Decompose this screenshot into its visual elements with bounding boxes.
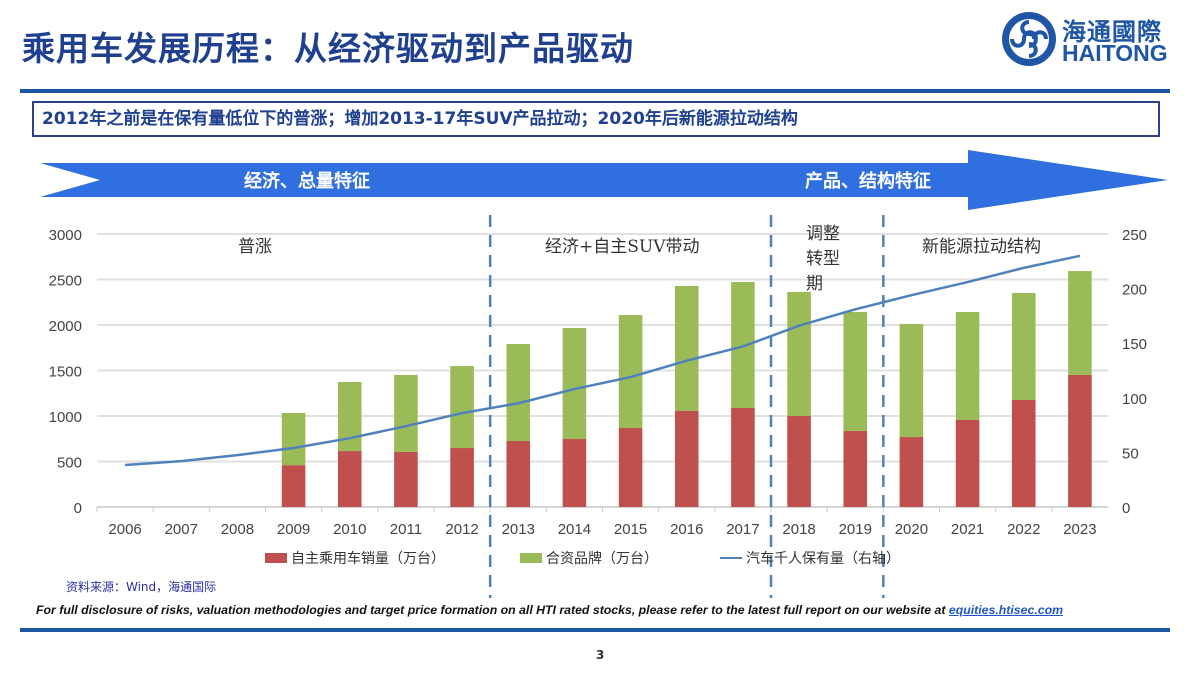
- x-tick-label: 2022: [1007, 521, 1040, 538]
- banner-left-label: 经济、总量特征: [244, 171, 370, 192]
- annotation-phase-3-line: 期: [806, 274, 823, 294]
- y-right-tick-label: 250: [1122, 227, 1147, 244]
- x-tick-label: 2011: [390, 521, 422, 538]
- legend-label: 汽车千人保有量（右轴）: [746, 551, 900, 567]
- bar-domestic: [337, 451, 362, 507]
- summary-box: 2012年之前是在保有量低位下的普涨；增加2013-17年SUV产品拉动；202…: [32, 101, 1160, 137]
- bar-domestic: [843, 431, 868, 507]
- bar-joint-venture: [562, 328, 587, 440]
- haitong-emblem-icon: [1002, 12, 1056, 66]
- bar-joint-venture: [618, 314, 643, 429]
- line-ownership-per-1000: [124, 254, 1081, 467]
- bar-joint-venture: [281, 412, 306, 466]
- bar-domestic: [787, 416, 811, 507]
- page-title: 乘用车发展历程：从经济驱动到产品驱动: [22, 29, 634, 68]
- bar-joint-venture: [1011, 292, 1036, 400]
- bar-domestic: [899, 437, 924, 507]
- x-tick-label: 2020: [895, 521, 928, 538]
- disclaimer: For full disclosure of risks, valuation …: [36, 603, 1063, 617]
- bar-joint-venture: [394, 374, 418, 452]
- bar-joint-venture: [787, 291, 811, 416]
- y-left-tick-label: 500: [57, 455, 82, 472]
- x-tick-label: 2018: [782, 521, 815, 538]
- x-tick-label: 2014: [558, 521, 591, 538]
- y-left-tick-label: 1500: [49, 364, 82, 381]
- page-number: 3: [596, 648, 605, 662]
- x-tick-label: 2008: [221, 521, 254, 538]
- bar-joint-venture: [899, 323, 924, 438]
- legend-swatch: [720, 557, 742, 559]
- bar-domestic: [1068, 374, 1092, 507]
- y-left-tick-label: 1000: [49, 409, 82, 426]
- bar-joint-venture: [674, 285, 699, 411]
- bar-domestic: [562, 439, 587, 507]
- x-tick-label: 2019: [839, 521, 872, 538]
- legend-item-ownership: 汽车千人保有量（右轴）: [720, 548, 900, 568]
- website-link[interactable]: equities.htisec.com: [948, 603, 1064, 617]
- logo-text-en: HAITONG: [1062, 40, 1168, 66]
- x-tick-label: 2012: [445, 521, 478, 538]
- y-left-tick-label: 0: [74, 500, 82, 517]
- y-left-tick-label: 2500: [49, 273, 82, 290]
- source-note: 资料来源：Wind，海通国际: [66, 580, 217, 594]
- bar-joint-venture: [506, 344, 531, 442]
- legend-item-jv: 合资品牌（万台）: [520, 548, 658, 568]
- logo-text-cn: 海通國際: [1062, 18, 1162, 46]
- bar-joint-venture: [337, 381, 362, 452]
- legend-label: 合资品牌（万台）: [546, 551, 658, 567]
- x-tick-label: 2009: [277, 521, 310, 538]
- bar-domestic: [450, 448, 474, 507]
- x-tick-label: 2017: [726, 521, 759, 538]
- annotation-phase-3-line: 转型: [806, 249, 840, 269]
- x-tick-label: 2013: [502, 521, 535, 538]
- legend-swatch: [265, 553, 287, 563]
- banner-right-label: 产品、结构特征: [805, 171, 931, 192]
- y-left-tick-label: 3000: [49, 227, 82, 244]
- x-tick-label: 2023: [1063, 521, 1096, 538]
- annotation-phase-1: 普涨: [238, 237, 272, 257]
- bar-joint-venture: [450, 366, 474, 449]
- legend-label: 自主乘用车销量（万台）: [291, 551, 445, 567]
- bar-domestic: [394, 451, 418, 507]
- bar-domestic: [506, 441, 531, 507]
- y-right-tick-label: 100: [1122, 391, 1147, 408]
- phase-arrow-banner: [40, 150, 1168, 210]
- y-right-tick-label: 0: [1122, 500, 1130, 517]
- bar-domestic: [281, 465, 306, 507]
- legend-swatch: [520, 553, 542, 563]
- y-right-tick-label: 200: [1122, 282, 1147, 299]
- x-tick-label: 2015: [614, 521, 647, 538]
- bar-joint-venture: [1068, 271, 1092, 375]
- x-tick-label: 2006: [108, 521, 141, 538]
- annotation-phase-3: 调整 转型 期: [806, 222, 850, 297]
- bar-joint-venture: [843, 311, 868, 432]
- annotation-phase-4: 新能源拉动结构: [922, 237, 1041, 257]
- annotation-phase-3-line: 调整: [806, 224, 840, 244]
- disclaimer-text: For full disclosure of risks, valuation …: [36, 603, 949, 617]
- bar-domestic: [955, 420, 980, 507]
- x-tick-label: 2007: [165, 521, 198, 538]
- annotation-phase-2: 经济+自主SUV带动: [545, 237, 700, 257]
- footer-divider: [20, 628, 1170, 632]
- haitong-logo: 海通國際 HAITONG: [1000, 10, 1175, 68]
- bar-domestic: [1011, 399, 1036, 507]
- legend-item-domestic: 自主乘用车销量（万台）: [265, 548, 445, 568]
- bar-domestic: [674, 410, 699, 507]
- bar-joint-venture: [955, 311, 980, 421]
- y-right-tick-label: 50: [1122, 445, 1139, 462]
- x-tick-label: 2021: [951, 521, 984, 538]
- x-tick-label: 2016: [670, 521, 703, 538]
- bar-joint-venture: [731, 281, 755, 408]
- bar-domestic: [731, 407, 755, 507]
- bar-domestic: [618, 428, 643, 507]
- y-left-tick-label: 2000: [49, 318, 82, 335]
- y-right-tick-label: 150: [1122, 336, 1147, 353]
- header-divider: [20, 89, 1170, 93]
- x-tick-label: 2010: [333, 521, 366, 538]
